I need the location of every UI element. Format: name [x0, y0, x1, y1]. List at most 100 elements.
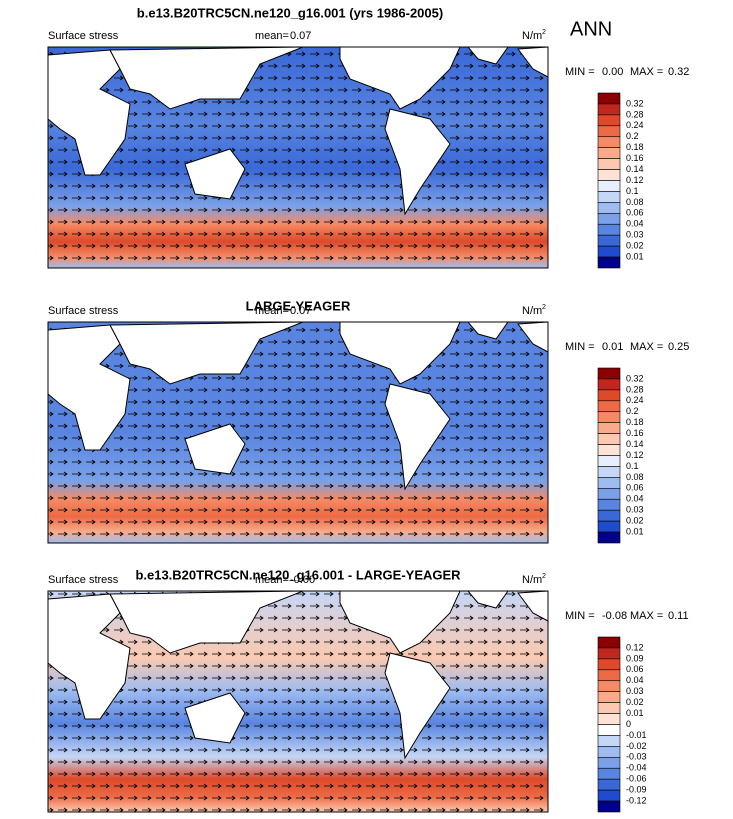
colorbar-label: 0.03 [626, 686, 644, 696]
colorbar-box [597, 114, 621, 127]
colorbar-box [597, 636, 621, 649]
units: N/m [522, 30, 542, 42]
colorbar-label: 0.04 [626, 219, 644, 229]
colorbar-label: 0.01 [626, 251, 644, 261]
max-label: MAX = [630, 610, 663, 622]
max-value: 0.32 [668, 66, 689, 78]
colorbar-box [597, 702, 621, 714]
colorbar-box [597, 735, 621, 747]
figure-title: b.e13.B20TRC5CN.ne120_g16.001 (yrs 1986-… [137, 5, 443, 20]
colorbar-box [597, 378, 621, 391]
colorbar-box [597, 488, 621, 500]
colorbar-label: 0.14 [626, 439, 644, 449]
colorbar-box [597, 455, 621, 467]
colorbar-box [597, 125, 621, 138]
colorbar-box [597, 158, 621, 170]
colorbar-box [597, 92, 621, 105]
colorbar-label: 0.03 [626, 230, 644, 240]
colorbar-box [597, 498, 621, 511]
min-label: MIN = [565, 341, 595, 353]
min-value: 0.01 [602, 341, 623, 353]
colorbar-box [597, 234, 621, 247]
colorbar-box [597, 800, 621, 813]
colorbar-label: 0.06 [626, 208, 644, 218]
map-0 [47, 46, 549, 269]
max-label: MAX = [630, 341, 663, 353]
colorbar-label: -0.12 [626, 795, 647, 805]
colorbar-box [597, 103, 621, 116]
colorbar-box [597, 520, 621, 533]
colorbar-label: 0.2 [626, 406, 639, 416]
colorbar-box [597, 767, 621, 780]
colorbar-label: 0.24 [626, 395, 644, 405]
colorbar-box [597, 509, 621, 522]
colorbar-label: 0.12 [626, 450, 644, 460]
max-value: 0.11 [668, 610, 689, 622]
colorbar-label: 0.1 [626, 461, 639, 471]
colorbar-box [597, 691, 621, 703]
colorbar-label: 0.32 [626, 98, 644, 108]
colorbar-box [597, 422, 621, 434]
colorbar-label: 0.08 [626, 197, 644, 207]
colorbar-box [597, 256, 621, 269]
colorbar-box [597, 778, 621, 791]
colorbar-box [597, 136, 621, 148]
units-exponent: 2 [542, 304, 546, 311]
colorbar-label: -0.03 [626, 752, 647, 762]
colorbar-label: 0.28 [626, 109, 644, 119]
variable-label: Surface stress [48, 30, 119, 42]
colorbar-label: 0.18 [626, 417, 644, 427]
colorbar-box [597, 191, 621, 203]
colorbar-label: -0.09 [626, 785, 647, 795]
colorbar-label: 0.28 [626, 384, 644, 394]
colorbar-label: -0.02 [626, 741, 647, 751]
mean-value: 0.07 [290, 30, 311, 42]
colorbar-label: 0.08 [626, 472, 644, 482]
mean-label: mean= [255, 574, 289, 586]
colorbar-box [597, 180, 621, 192]
min-value: -0.08 [602, 610, 627, 622]
colorbar-label: 0.04 [626, 494, 644, 504]
min-label: MIN = [565, 610, 595, 622]
colorbar-label: 0.12 [626, 175, 644, 185]
colorbar-label: 0.16 [626, 153, 644, 163]
map-1 [47, 321, 549, 544]
colorbar-label: 0.02 [626, 697, 644, 707]
mean-value: 0.07 [290, 305, 311, 317]
colorbar-label: 0.06 [626, 483, 644, 493]
colorbar-label: 0.16 [626, 428, 644, 438]
mean-label: mean= [255, 30, 289, 42]
variable-label: Surface stress [48, 574, 119, 586]
colorbar-label: -0.06 [626, 774, 647, 784]
map-2 [47, 590, 549, 813]
units: N/m [522, 305, 542, 317]
units: N/m [522, 574, 542, 586]
colorbar-label: 0 [626, 719, 631, 729]
colorbar-box [597, 658, 621, 671]
colorbar-box [597, 444, 621, 456]
colorbar-box [597, 647, 621, 660]
colorbar-label: 0.03 [626, 505, 644, 515]
colorbar-box [597, 713, 621, 725]
colorbar-box [597, 169, 621, 181]
units-exponent: 2 [542, 29, 546, 36]
min-value: 0.00 [602, 66, 623, 78]
colorbar-label: -0.01 [626, 730, 647, 740]
colorbar-label: 0.01 [626, 526, 644, 536]
colorbar-box [597, 389, 621, 402]
max-label: MAX = [630, 66, 663, 78]
colorbar-label: 0.09 [626, 653, 644, 663]
colorbar-label: 0.1 [626, 186, 639, 196]
variable-label: Surface stress [48, 305, 119, 317]
colorbar-label: 0.02 [626, 516, 644, 526]
colorbar-box [597, 213, 621, 225]
panel-title: b.e13.B20TRC5CN.ne120_g16.001 - LARGE-YE… [135, 567, 461, 582]
colorbar-box [597, 147, 621, 159]
colorbar-label: -0.04 [626, 763, 647, 773]
colorbar-box [597, 433, 621, 445]
colorbar-box [597, 757, 621, 769]
colorbar-label: 0.04 [626, 675, 644, 685]
colorbar-label: 0.18 [626, 142, 644, 152]
colorbar-box [597, 669, 621, 682]
